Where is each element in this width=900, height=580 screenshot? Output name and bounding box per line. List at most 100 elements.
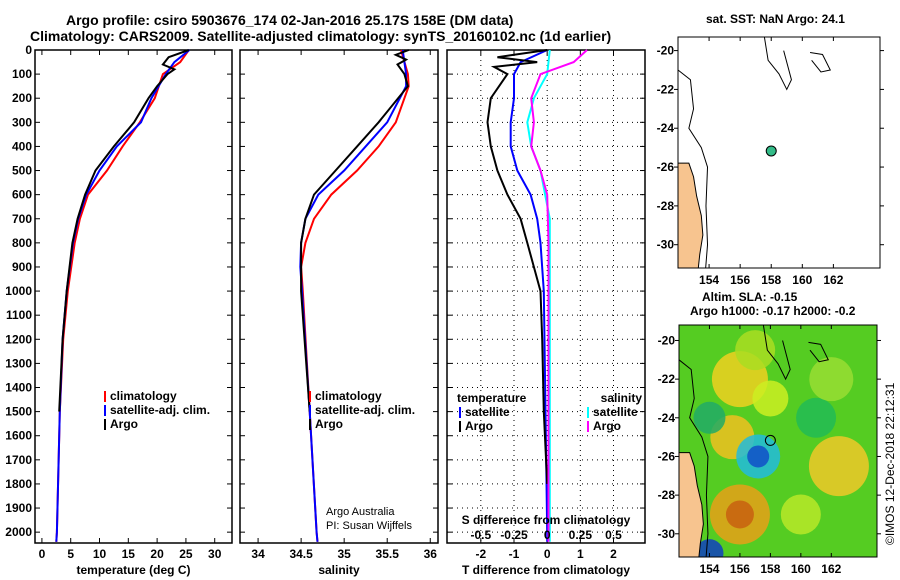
legend-label: satellite-adj. clim. <box>315 403 415 417</box>
series-line-satellite <box>509 49 549 542</box>
sla-anomaly-blob <box>808 436 869 497</box>
lon-tick-label: 156 <box>730 562 750 576</box>
map2-title-1: Altim. SLA: -0.15 <box>702 290 798 304</box>
sla-anomaly-blob <box>735 330 776 371</box>
y-tick-label: 200 <box>12 91 32 105</box>
x-tick-label: 35.5 <box>376 547 400 561</box>
y-tick-label: 900 <box>12 260 32 274</box>
sla-anomaly-blob <box>780 494 821 535</box>
x-tick-label: 15 <box>122 547 136 561</box>
lat-tick-label: -30 <box>657 238 675 252</box>
map-content <box>678 37 880 268</box>
y-tick-label: 600 <box>12 188 32 202</box>
legend-label: climatology <box>315 389 382 403</box>
credit-line-1: Argo Australia <box>326 506 395 518</box>
sla-anomaly-blob <box>693 401 726 434</box>
x-tick-label: 0 <box>544 547 551 561</box>
y-tick-label: 1600 <box>5 429 32 443</box>
sla-anomaly-blob <box>796 397 837 438</box>
x-tick-label: 34.5 <box>289 547 313 561</box>
map-content <box>679 325 877 557</box>
legend-label: Argo <box>465 419 493 433</box>
y-tick-label: 2000 <box>5 525 32 539</box>
bathymetry-contour <box>678 69 709 268</box>
lat-tick-label: -20 <box>658 333 676 347</box>
island-contour <box>808 341 829 363</box>
legend-label: Argo <box>110 417 138 431</box>
legend-label: satellite <box>593 405 638 419</box>
s-axis-label: S difference from climatology <box>462 513 631 527</box>
plot-frame <box>34 49 233 544</box>
s-tick-label: 0.25 <box>569 528 593 542</box>
x-tick-label: -2 <box>475 547 486 561</box>
lat-tick-label: -20 <box>657 44 675 58</box>
y-tick-label: 800 <box>12 236 32 250</box>
map-background <box>678 37 880 268</box>
lon-tick-label: 162 <box>821 562 841 576</box>
y-tick-label: 500 <box>12 164 32 178</box>
y-tick-label: 0 <box>25 43 32 57</box>
series-line-argo <box>486 49 549 484</box>
title-line-1: Argo profile: csiro 5903676_174 02-Jan-2… <box>66 12 514 28</box>
sla-anomaly-blob <box>725 500 754 529</box>
credit-line-2: PI: Susan Wijffels <box>326 520 412 532</box>
x-tick-label: 36 <box>424 547 438 561</box>
lon-tick-label: 160 <box>791 562 811 576</box>
map1-title: sat. SST: NaN Argo: 24.1 <box>706 12 845 26</box>
map-2 <box>678 324 878 558</box>
s-tick-label: -0.25 <box>500 528 528 542</box>
y-tick-label: 1000 <box>5 284 32 298</box>
legend-label: satellite-adj. clim. <box>110 403 210 417</box>
lat-tick-label: -24 <box>657 121 675 135</box>
lon-tick-label: 162 <box>823 273 843 287</box>
y-tick-label: 1100 <box>6 308 32 322</box>
x-tick-label: 2 <box>610 547 617 561</box>
y-tick-label: 300 <box>12 115 32 129</box>
sla-anomaly-blob <box>747 445 770 468</box>
lon-tick-label: 158 <box>760 562 780 576</box>
legend-title-salinity: salinity <box>601 391 643 405</box>
lat-tick-label: -22 <box>658 372 676 386</box>
lon-tick-label: 156 <box>730 273 750 287</box>
x-tick-label: 0 <box>39 547 46 561</box>
y-tick-label: 400 <box>12 139 32 153</box>
series-line-satellite-adj--clim- <box>299 49 408 542</box>
lat-tick-label: -28 <box>658 488 676 502</box>
map-frame <box>678 324 878 558</box>
lat-tick-label: -28 <box>657 199 675 213</box>
x-tick-label: 25 <box>179 547 193 561</box>
lat-tick-label: -24 <box>658 411 676 425</box>
bathymetry-contour <box>679 359 709 557</box>
y-tick-label: 1400 <box>5 381 32 395</box>
x-axis-label: temperature (deg C) <box>76 563 190 577</box>
sla-anomaly-blob <box>695 539 724 557</box>
s-tick-label: 0 <box>544 528 551 542</box>
island-contour <box>809 52 832 73</box>
y-tick-label: 1200 <box>5 332 32 346</box>
lon-tick-label: 158 <box>761 273 781 287</box>
reef-contour <box>762 325 791 381</box>
y-tick-label: 1300 <box>5 356 32 370</box>
sla-anomaly-blob <box>809 357 854 402</box>
x-tick-label: 1 <box>577 547 584 561</box>
title-line-2: Climatology: CARS2009. Satellite-adjuste… <box>30 28 612 44</box>
reef-contour <box>763 37 792 91</box>
x-tick-label: 34 <box>251 547 265 561</box>
legend-title-temperature: temperature <box>457 391 527 405</box>
series-line-argo <box>530 49 588 542</box>
map-1 <box>677 36 881 269</box>
lon-tick-label: 160 <box>792 273 812 287</box>
land-australia <box>678 162 704 268</box>
y-tick-label: 1500 <box>5 405 32 419</box>
legend-label: climatology <box>110 389 177 403</box>
argo-float-marker <box>765 145 777 157</box>
lat-tick-label: -26 <box>658 449 676 463</box>
x-tick-label: 30 <box>208 547 222 561</box>
series-line-argo <box>300 49 410 412</box>
lat-tick-label: -30 <box>658 527 676 541</box>
land-australia <box>679 452 704 557</box>
sla-anomaly-blob <box>752 380 789 417</box>
legend-label: Argo <box>593 419 621 433</box>
